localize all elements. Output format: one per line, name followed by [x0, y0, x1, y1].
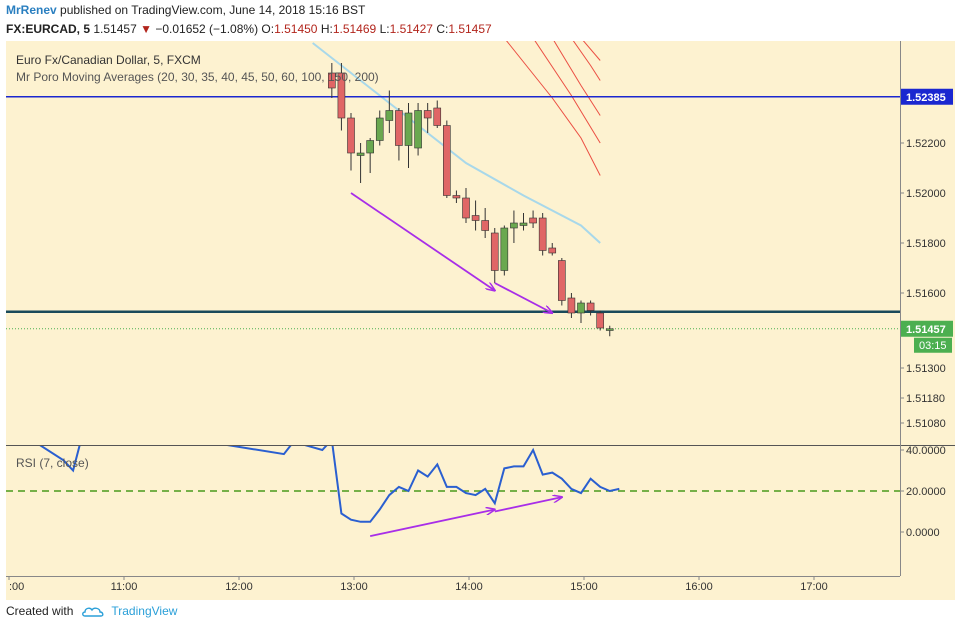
- price-tick-label: 1.52200: [906, 138, 946, 150]
- time-tick-label: :00: [9, 581, 24, 593]
- low-label: L:: [379, 22, 390, 36]
- candle-body[interactable]: [375, 117, 384, 141]
- candle-body[interactable]: [395, 110, 403, 146]
- rsi-tick-label: 40.0000: [906, 445, 946, 457]
- publish-info: MrRenev published on TradingView.com, Ju…: [6, 3, 365, 17]
- price-arrow-2[interactable]: [494, 282, 553, 313]
- ma-light-line: [312, 42, 601, 244]
- change-value: −0.01652 (−1.08%): [155, 22, 259, 36]
- open-value: 1.51450: [274, 22, 318, 36]
- candle-body[interactable]: [385, 110, 394, 121]
- countdown-badge: [914, 337, 952, 353]
- time-tick-label: 16:00: [685, 581, 713, 593]
- time-tick-label: 17:00: [800, 581, 828, 593]
- candle-body[interactable]: [577, 302, 585, 314]
- rsi-axis-bg[interactable]: [900, 446, 955, 576]
- ma-red-5-line: [582, 41, 601, 61]
- price-pane-bg: [6, 41, 900, 445]
- candle-body[interactable]: [404, 112, 413, 146]
- ma-red-3-line: [553, 41, 601, 116]
- price-tick-label: 1.51080: [906, 418, 946, 430]
- candle-body[interactable]: [481, 220, 489, 231]
- ohlc-bar: FX:EURCAD, 5 1.51457 ▼ −0.01652 (−1.08%)…: [6, 22, 492, 36]
- legend-title: Euro Fx/Canadian Dollar, 5, FXCM: [16, 53, 201, 67]
- current-price-badge[interactable]: [901, 320, 953, 337]
- rsi-tick-label: 20.0000: [906, 486, 946, 498]
- published-text: published on TradingView.com, June 14, 2…: [60, 3, 366, 17]
- last-price: 1.51457: [93, 22, 137, 36]
- candle-body[interactable]: [471, 215, 480, 221]
- candle-body[interactable]: [548, 247, 557, 254]
- time-tick-label: 14:00: [455, 581, 483, 593]
- open-label: O:: [261, 22, 275, 36]
- author-link[interactable]: MrRenev: [6, 3, 57, 17]
- rsi-pane-bg: [6, 446, 900, 576]
- candle-body[interactable]: [586, 302, 595, 311]
- price-tick-label: 1.52000: [906, 188, 946, 200]
- candle-body[interactable]: [433, 107, 442, 126]
- candle-body[interactable]: [558, 260, 566, 301]
- candle-body[interactable]: [596, 312, 604, 329]
- high-value: 1.51469: [332, 22, 377, 36]
- candle-body[interactable]: [519, 222, 528, 226]
- low-value: 1.51427: [389, 22, 433, 36]
- candle-body[interactable]: [452, 195, 461, 199]
- price-tick-label: 1.51800: [906, 238, 946, 250]
- price-tick-label: 1.51600: [906, 288, 946, 300]
- tradingview-cloud-icon: [82, 607, 104, 617]
- price-axis-bg[interactable]: [900, 41, 955, 445]
- candle-body[interactable]: [356, 152, 365, 156]
- candle-body[interactable]: [490, 232, 499, 271]
- level-price-badge[interactable]: [901, 88, 953, 105]
- price-arrow-1[interactable]: [350, 192, 495, 291]
- candle-body[interactable]: [366, 140, 374, 154]
- candle-body[interactable]: [567, 297, 576, 314]
- candle-body[interactable]: [500, 227, 509, 271]
- symbol-label: FX:EURCAD, 5: [6, 22, 91, 36]
- candle-body[interactable]: [529, 217, 537, 224]
- change-down-icon: ▼: [140, 22, 152, 36]
- candle-body[interactable]: [510, 222, 518, 229]
- legend-indicator: Mr Poro Moving Averages (20, 30, 35, 40,…: [16, 70, 379, 84]
- ma-red-1-line: [506, 41, 601, 176]
- candle-body[interactable]: [605, 328, 614, 331]
- time-tick-label: 11:00: [111, 581, 138, 593]
- chart-area[interactable]: 1.52200 1.52000 1.51800 1.51600 1.51300 1.511…: [0, 0, 958, 600]
- time-tick-label: 15:00: [570, 581, 598, 593]
- high-label: H:: [320, 22, 333, 36]
- price-tick-label: 1.51300: [906, 363, 946, 375]
- candle-body[interactable]: [337, 72, 346, 119]
- candle-body[interactable]: [347, 117, 355, 154]
- time-axis-bg[interactable]: [6, 576, 955, 600]
- price-tick-label: 1.51180: [906, 393, 945, 405]
- ma-red-2-line: [534, 41, 601, 144]
- candle-body[interactable]: [538, 217, 547, 251]
- candle-body[interactable]: [328, 72, 336, 89]
- rsi-arrow-2[interactable]: [494, 497, 562, 513]
- rsi-arrow-1[interactable]: [369, 509, 495, 537]
- time-tick-label: 13:00: [340, 581, 368, 593]
- candle-body[interactable]: [423, 110, 432, 119]
- time-tick-label: 12:00: [225, 581, 253, 593]
- created-with-text: Created with: [6, 604, 74, 618]
- footer: Created with TradingView: [6, 604, 177, 618]
- level-price-label: 1.52385: [906, 92, 946, 104]
- current-price-label: 1.51457: [906, 324, 946, 336]
- candle-body[interactable]: [462, 197, 470, 219]
- candle-body[interactable]: [443, 125, 451, 196]
- tradingview-link[interactable]: TradingView: [111, 604, 178, 618]
- ma-red-4-line: [572, 41, 601, 81]
- rsi-tick-label: 0.0000: [906, 527, 940, 539]
- rsi-line[interactable]: [6, 434, 620, 523]
- candle-body[interactable]: [414, 110, 422, 149]
- close-label: C:: [436, 22, 449, 36]
- countdown-label: 03:15: [919, 340, 947, 352]
- close-value: 1.51457: [448, 22, 492, 36]
- legend-rsi: RSI (7, close): [16, 456, 89, 470]
